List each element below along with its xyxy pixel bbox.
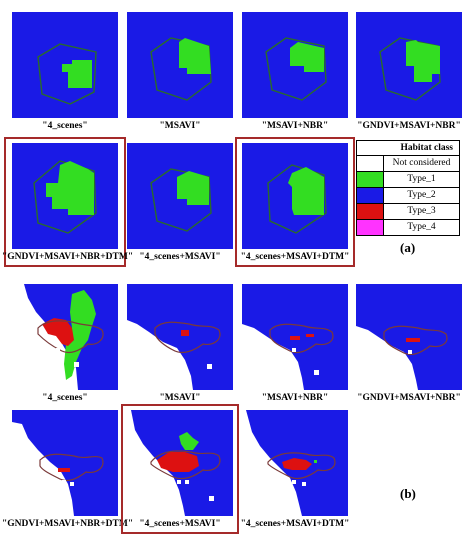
caption-a5: "GNDVI+MSAVI+NBR+DTM" <box>2 252 134 262</box>
caption-b6: "4_scenes+MSAVI" <box>139 519 221 529</box>
map-b4 <box>356 284 462 390</box>
map-b3 <box>242 284 348 390</box>
caption-a3: "MSAVI+NBR" <box>261 121 329 131</box>
caption-b7: "4_scenes+MSAVI+DTM" <box>240 519 350 529</box>
legend-row-type-4: Type_4 <box>357 220 459 235</box>
map-a6 <box>127 143 233 249</box>
caption-b5: "GNDVI+MSAVI+NBR+DTM" <box>2 519 134 529</box>
caption-a7: "4_scenes+MSAVI+DTM" <box>240 252 350 262</box>
caption-a2: "MSAVI" <box>159 121 201 131</box>
legend-row-not-considered: Not considered <box>357 156 459 172</box>
map-a4 <box>356 12 462 118</box>
caption-b3: "MSAVI+NBR" <box>261 393 329 403</box>
map-b5 <box>12 410 118 516</box>
map-a5 <box>12 143 118 249</box>
highlight-box-a7 <box>235 137 355 267</box>
map-a1 <box>12 12 118 118</box>
legend-row-type-2: Type_2 <box>357 188 459 204</box>
map-b2 <box>127 284 233 390</box>
legend-row-type-3: Type_3 <box>357 204 459 220</box>
panel-label-b: (b) <box>400 486 416 501</box>
map-b6 <box>127 410 233 516</box>
map-a3 <box>242 12 348 118</box>
highlight-box-b6 <box>121 404 239 534</box>
caption-a1: "4_scenes" <box>42 121 88 131</box>
caption-b1: "4_scenes" <box>42 393 88 403</box>
panel-label-a: (a) <box>400 240 416 255</box>
map-b1 <box>12 284 118 390</box>
habitat-legend: Habitat class Not considered Type_1 Type… <box>356 140 460 236</box>
highlight-box-a5 <box>4 137 126 267</box>
map-b7 <box>242 410 348 516</box>
legend-row-type-1: Type_1 <box>357 172 459 188</box>
caption-b2: "MSAVI" <box>159 393 201 403</box>
legend-title: Habitat class <box>357 141 459 156</box>
caption-b4: "GNDVI+MSAVI+NBR" <box>357 393 461 403</box>
map-a2 <box>127 12 233 118</box>
caption-a4: "GNDVI+MSAVI+NBR" <box>357 121 461 131</box>
map-a7 <box>242 143 348 249</box>
caption-a6: "4_scenes+MSAVI" <box>139 252 221 262</box>
